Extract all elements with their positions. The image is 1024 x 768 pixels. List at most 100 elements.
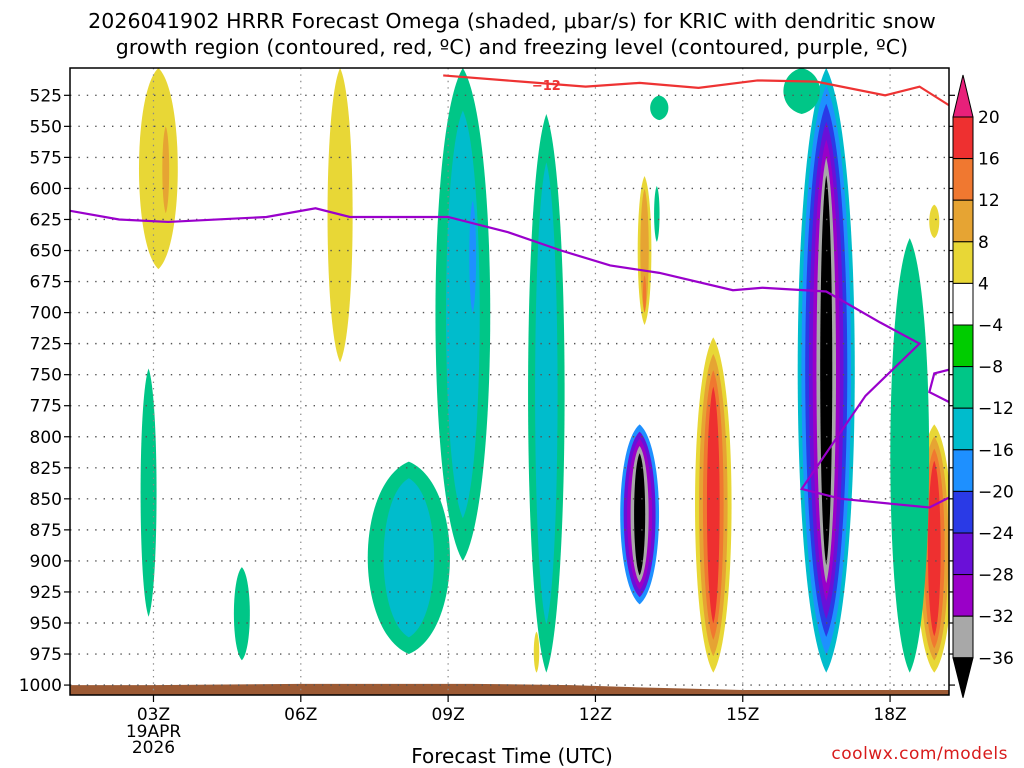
omega-feature [783, 68, 820, 114]
omega-feature [695, 337, 732, 673]
y-tick-label: 925 [30, 583, 62, 603]
omega-contour-fill [706, 386, 720, 624]
x-tick-label: 18Z [873, 705, 906, 725]
y-tick-label: 950 [30, 614, 62, 634]
colorbar-label: −28 [978, 566, 1014, 586]
colorbar-label: −16 [978, 441, 1014, 461]
omega-feature [233, 567, 250, 661]
omega-contour-fill [469, 200, 477, 313]
omega-contour-fill [642, 275, 647, 313]
x-tick-label: 12Z [579, 705, 612, 725]
y-tick-label: 900 [30, 552, 62, 572]
plot-frame [69, 67, 950, 696]
y-tick-label: 875 [30, 521, 62, 541]
omega-feature [642, 275, 647, 313]
colorbar-label: 4 [978, 274, 989, 294]
omega-contour-fill [890, 238, 930, 673]
terrain-layer [70, 683, 949, 695]
chart-title: 2026041902 HRRR Forecast Omega (shaded, … [0, 8, 1024, 60]
terrain-fill [70, 683, 949, 695]
y-tick-label: 825 [30, 459, 62, 479]
credit-link[interactable]: coolwx.com/models [831, 744, 1008, 764]
contour-layer: −12 [70, 74, 949, 509]
omega-contour-fill [162, 126, 170, 214]
colorbar-label: −12 [978, 399, 1014, 419]
colorbar-bin [952, 574, 974, 617]
omega-contour-fill [138, 68, 178, 270]
x-tick-label: 09Z [431, 705, 464, 725]
colorbar-label: 8 [978, 233, 989, 253]
title-line-2: growth region (contoured, red, ºC) and f… [115, 35, 909, 59]
colorbar-bin [952, 199, 974, 243]
omega-contour-fill [140, 368, 157, 617]
plot-area: −12 [69, 67, 950, 696]
y-tick-label: 675 [30, 273, 62, 293]
colorbar-bottom-arrow [952, 657, 974, 698]
colorbar: 20 16 12 8 4 −4 −8 −12 −16 −20 −24 −28 −32 −36 [952, 74, 1014, 698]
omega-feature [929, 204, 940, 239]
y-tick-label: 525 [30, 86, 62, 106]
dgz-contour-label: −12 [532, 79, 561, 94]
colorbar-bin [952, 532, 974, 576]
x-tick-label: 06Z [284, 705, 317, 725]
x-axis-label: Forecast Time (UTC) [411, 744, 613, 768]
colorbar-label: 20 [978, 108, 1000, 128]
colorbar-bin [952, 116, 974, 160]
omega-feature [650, 95, 669, 121]
y-tick-label: 575 [30, 148, 62, 168]
colorbar-bin [952, 158, 974, 201]
omega-contour-fill [820, 175, 833, 566]
colorbar-bin [952, 324, 974, 368]
y-tick-label: 1000 [19, 676, 62, 696]
omega-contour-fill [233, 567, 250, 661]
colorbar-label: −8 [978, 358, 1003, 378]
colorbar-top-arrow [952, 74, 974, 118]
colorbar-bin [952, 366, 974, 409]
omega-feature [162, 126, 170, 214]
colorbar-bin [952, 449, 974, 492]
omega-feature [797, 68, 855, 673]
colorbar-bin [952, 490, 974, 534]
omega-contour-fill [634, 453, 646, 576]
omega-feature [654, 185, 660, 242]
omega-contour-fill [533, 631, 540, 673]
y-tick-label: 625 [30, 210, 62, 230]
y-tick-label: 650 [30, 242, 62, 262]
y-tick-label: 725 [30, 335, 62, 355]
omega-feature [138, 68, 178, 270]
colorbar-bin [952, 282, 974, 326]
x-tick-label: 03Z [137, 705, 170, 725]
colorbar-label: −20 [978, 482, 1014, 502]
y-tick-label: 550 [30, 117, 62, 137]
y-tick-label: 600 [30, 179, 62, 199]
omega-feature [367, 461, 450, 655]
omega-contour-fill [650, 95, 669, 121]
omega-feature [533, 631, 540, 673]
colorbar-label: 16 [978, 150, 1000, 170]
omega-contour-fill [535, 162, 558, 625]
colorbar-bin [952, 615, 974, 659]
freezing-level-contour-line [70, 207, 949, 509]
x-tick-label: 15Z [726, 705, 759, 725]
colorbar-bin [952, 241, 974, 284]
colorbar-bin [952, 407, 974, 451]
omega-feature [890, 238, 930, 673]
omega-contour-fill [929, 204, 940, 239]
colorbar-label: 12 [978, 191, 1000, 211]
dgz-contour-line [443, 74, 949, 107]
y-tick-label: 750 [30, 366, 62, 386]
colorbar-label: −4 [978, 316, 1003, 336]
omega-contour-fill [783, 68, 820, 114]
x-date-label: 19APR [126, 722, 182, 742]
omega-feature [916, 424, 949, 673]
colorbar-label: −36 [978, 649, 1014, 669]
omega-feature [140, 368, 157, 617]
y-tick-label: 800 [30, 428, 62, 448]
x-date-label: 2026 [132, 738, 175, 758]
omega-contour-fill [383, 478, 435, 638]
omega-contour-fill [654, 185, 660, 242]
title-line-1: 2026041902 HRRR Forecast Omega (shaded, … [88, 9, 936, 33]
y-tick-label: 850 [30, 490, 62, 510]
